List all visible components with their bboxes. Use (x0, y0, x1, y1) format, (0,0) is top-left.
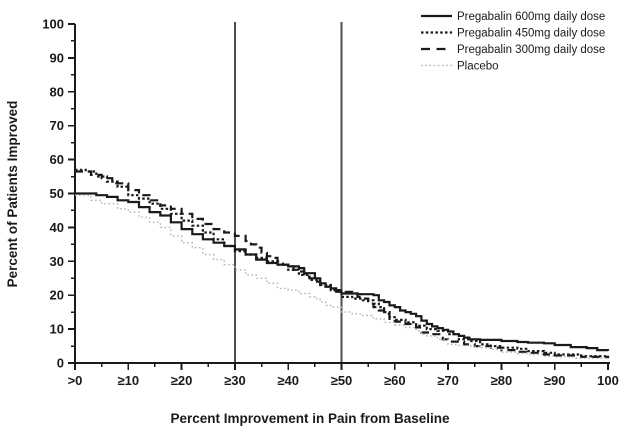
y-axis-title: Percent of Patients Improved (5, 101, 20, 288)
x-axis-tick-label: ≥20 (171, 373, 193, 388)
y-axis-tick-label: 10 (50, 322, 64, 337)
legend-label-placebo: Placebo (457, 61, 499, 73)
x-axis-tick-label: ≥10 (117, 373, 139, 388)
x-axis-title: Percent Improvement in Pain from Baselin… (170, 411, 450, 426)
x-axis-tick-label: >0 (68, 373, 83, 388)
x-axis-tick-label: ≥60 (384, 373, 406, 388)
legend-label-pregabalin-600: Pregabalin 600mg daily dose (457, 11, 605, 23)
y-axis-tick-label: 90 (50, 50, 64, 65)
y-axis-tick-label: 50 (50, 186, 64, 201)
axes: >0 ≥10 ≥20 ≥30 ≥40 ≥50 ≥60 ≥70 ≥80 ≥90 100 0 10 20 30 4… (42, 17, 619, 389)
y-axis-tick-label: 60 (50, 152, 64, 167)
legend-label-pregabalin-300: Pregabalin 300mg daily dose (457, 44, 605, 56)
y-axis-tick-label: 70 (50, 118, 64, 133)
legend-label-pregabalin-450: Pregabalin 450mg daily dose (457, 28, 605, 40)
x-axis-tick-label: ≥40 (277, 373, 299, 388)
y-axis-tick-label: 30 (50, 254, 64, 269)
legend-item-placebo: Placebo (421, 61, 499, 73)
x-axis-tick-label: ≥50 (331, 373, 353, 388)
legend-item-pregabalin-600: Pregabalin 600mg daily dose (421, 11, 605, 23)
series-line-pregabalin-450 (75, 168, 610, 358)
y-axis-tick-label: 0 (57, 356, 64, 371)
legend-item-pregabalin-450: Pregabalin 450mg daily dose (421, 28, 605, 40)
legend: Pregabalin 600mg daily dose Pregabalin 45… (421, 11, 605, 73)
x-axis-tick-label: 100 (597, 373, 619, 388)
y-axis-tick-label: 40 (50, 220, 64, 235)
x-axis-tick-label: ≥80 (491, 373, 513, 388)
x-axis-tick-label: ≥30 (224, 373, 246, 388)
legend-item-pregabalin-300: Pregabalin 300mg daily dose (421, 44, 605, 56)
y-axis-tick-label: 100 (42, 17, 64, 32)
series-line-pregabalin-600 (75, 192, 610, 352)
series-line-pregabalin-300 (75, 170, 610, 359)
x-axis-tick-label: ≥70 (437, 373, 459, 388)
x-axis-tick-label: ≥90 (544, 373, 566, 388)
y-axis-tick-label: 20 (50, 288, 64, 303)
reference-lines (233, 22, 343, 363)
series-curves (75, 168, 610, 359)
y-axis-tick-label: 80 (50, 84, 64, 99)
